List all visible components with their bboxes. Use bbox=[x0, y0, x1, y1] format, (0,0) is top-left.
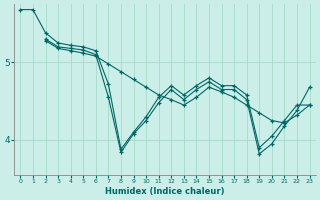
X-axis label: Humidex (Indice chaleur): Humidex (Indice chaleur) bbox=[105, 187, 225, 196]
